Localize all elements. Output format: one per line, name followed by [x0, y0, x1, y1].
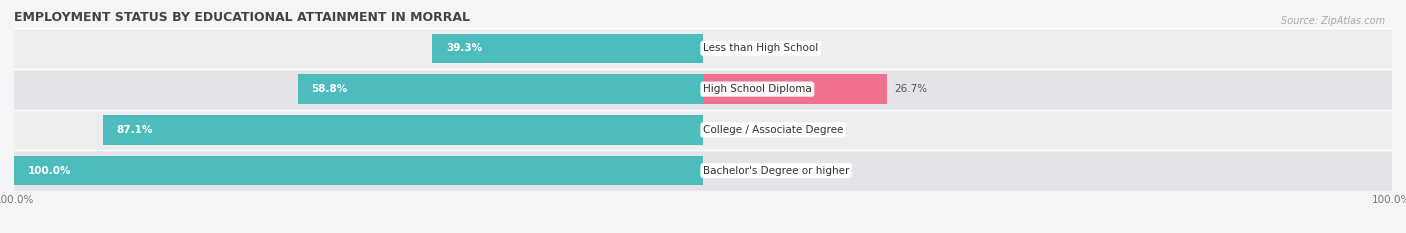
Text: 26.7%: 26.7%: [894, 84, 927, 94]
Text: Source: ZipAtlas.com: Source: ZipAtlas.com: [1281, 16, 1385, 26]
Text: 0.0%: 0.0%: [710, 166, 737, 176]
Bar: [432, 34, 703, 63]
Bar: [14, 28, 1392, 69]
Text: EMPLOYMENT STATUS BY EDUCATIONAL ATTAINMENT IN MORRAL: EMPLOYMENT STATUS BY EDUCATIONAL ATTAINM…: [14, 11, 470, 24]
Bar: [298, 75, 703, 104]
Bar: [14, 150, 1392, 191]
Bar: [14, 69, 1392, 110]
Text: Bachelor's Degree or higher: Bachelor's Degree or higher: [703, 166, 849, 176]
Bar: [103, 115, 703, 144]
Text: 0.0%: 0.0%: [710, 125, 737, 135]
Text: 58.8%: 58.8%: [312, 84, 347, 94]
Bar: [14, 156, 703, 185]
Legend: In Labor Force, Unemployed: In Labor Force, Unemployed: [605, 230, 801, 233]
Bar: [703, 75, 887, 104]
Text: High School Diploma: High School Diploma: [703, 84, 811, 94]
Text: College / Associate Degree: College / Associate Degree: [703, 125, 844, 135]
Text: 0.0%: 0.0%: [710, 43, 737, 53]
Text: Less than High School: Less than High School: [703, 43, 818, 53]
Text: 39.3%: 39.3%: [446, 43, 482, 53]
Bar: [14, 110, 1392, 150]
Text: 87.1%: 87.1%: [117, 125, 153, 135]
Text: 100.0%: 100.0%: [28, 166, 72, 176]
